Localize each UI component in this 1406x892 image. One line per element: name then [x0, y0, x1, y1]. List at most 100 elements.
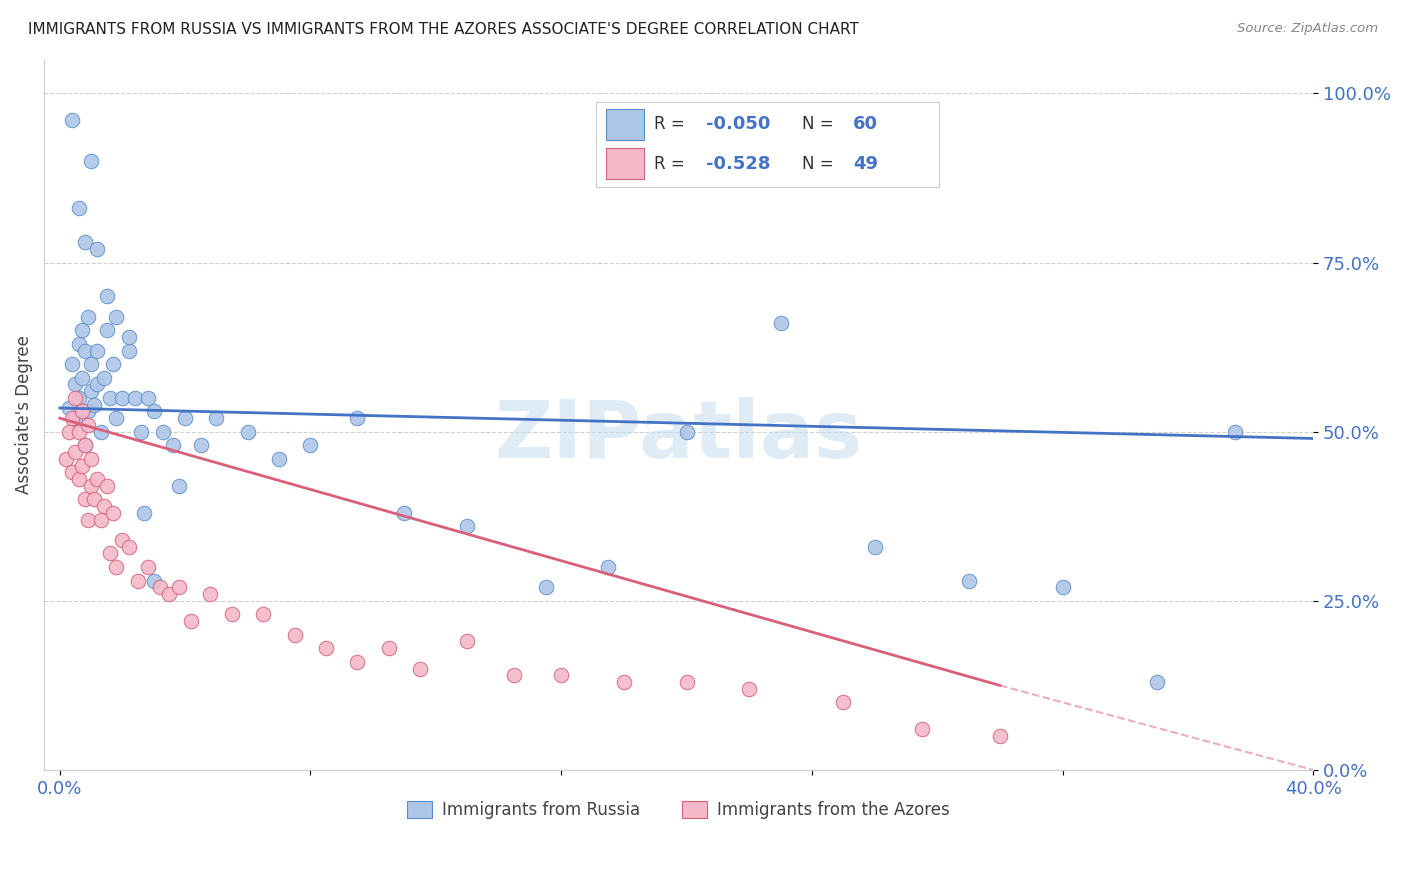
- Point: [613, 675, 636, 690]
- Point: [58, 401, 80, 415]
- Point: [456, 634, 478, 648]
- Point: [769, 317, 792, 331]
- Point: [60, 113, 83, 128]
- Point: [221, 607, 243, 622]
- Point: [80, 357, 103, 371]
- Point: [456, 519, 478, 533]
- Point: [111, 391, 134, 405]
- Point: [65, 391, 87, 405]
- Point: [96, 289, 118, 303]
- Point: [269, 451, 291, 466]
- Point: [136, 560, 159, 574]
- Point: [70, 370, 93, 384]
- Point: [1052, 580, 1074, 594]
- Point: [675, 675, 697, 690]
- Point: [86, 377, 108, 392]
- Point: [142, 404, 165, 418]
- Point: [93, 370, 115, 384]
- Point: [73, 343, 96, 358]
- Point: [149, 580, 172, 594]
- Point: [80, 384, 103, 398]
- Point: [60, 465, 83, 479]
- Point: [65, 445, 87, 459]
- Point: [152, 425, 174, 439]
- Point: [73, 438, 96, 452]
- Point: [832, 695, 855, 709]
- Point: [89, 425, 111, 439]
- Point: [70, 458, 93, 473]
- Point: [96, 479, 118, 493]
- Point: [96, 323, 118, 337]
- Point: [67, 472, 90, 486]
- Point: [101, 506, 124, 520]
- Point: [159, 587, 181, 601]
- Point: [174, 411, 197, 425]
- Point: [118, 343, 141, 358]
- Point: [73, 438, 96, 452]
- Point: [80, 479, 103, 493]
- Point: [190, 438, 212, 452]
- Point: [73, 235, 96, 250]
- Point: [60, 411, 83, 425]
- Point: [167, 479, 190, 493]
- Point: [65, 411, 87, 425]
- Point: [134, 506, 156, 520]
- Point: [80, 451, 103, 466]
- Text: Source: ZipAtlas.com: Source: ZipAtlas.com: [1237, 22, 1378, 36]
- Point: [80, 154, 103, 169]
- Legend: Immigrants from Russia, Immigrants from the Azores: Immigrants from Russia, Immigrants from …: [401, 794, 956, 826]
- Point: [200, 587, 222, 601]
- Point: [236, 425, 259, 439]
- Point: [299, 438, 322, 452]
- Point: [136, 391, 159, 405]
- Y-axis label: Associate's Degree: Associate's Degree: [15, 335, 32, 494]
- Point: [60, 357, 83, 371]
- Point: [957, 574, 980, 588]
- Point: [503, 668, 526, 682]
- Point: [67, 425, 90, 439]
- Point: [284, 628, 307, 642]
- Point: [67, 336, 90, 351]
- Point: [86, 343, 108, 358]
- Point: [409, 661, 432, 675]
- Point: [315, 641, 337, 656]
- Point: [346, 655, 368, 669]
- Point: [77, 513, 100, 527]
- Point: [129, 425, 152, 439]
- Point: [127, 574, 149, 588]
- Point: [73, 492, 96, 507]
- Point: [77, 404, 100, 418]
- Point: [77, 417, 100, 432]
- Point: [738, 681, 761, 696]
- Point: [70, 323, 93, 337]
- Point: [167, 580, 190, 594]
- Point: [378, 641, 401, 656]
- Point: [93, 499, 115, 513]
- Point: [86, 472, 108, 486]
- Point: [105, 310, 128, 324]
- Point: [70, 404, 93, 418]
- Point: [98, 391, 121, 405]
- Point: [988, 729, 1011, 743]
- Point: [67, 391, 90, 405]
- Point: [534, 580, 557, 594]
- Point: [1146, 675, 1168, 690]
- Point: [180, 614, 202, 628]
- Point: [105, 411, 128, 425]
- Point: [77, 310, 100, 324]
- Point: [205, 411, 228, 425]
- Point: [118, 330, 141, 344]
- Point: [142, 574, 165, 588]
- Text: IMMIGRANTS FROM RUSSIA VS IMMIGRANTS FROM THE AZORES ASSOCIATE'S DEGREE CORRELAT: IMMIGRANTS FROM RUSSIA VS IMMIGRANTS FRO…: [28, 22, 859, 37]
- Text: ZIPatlas: ZIPatlas: [495, 397, 863, 475]
- Point: [86, 242, 108, 256]
- Point: [252, 607, 274, 622]
- Point: [118, 540, 141, 554]
- Point: [111, 533, 134, 547]
- Point: [89, 513, 111, 527]
- Point: [55, 451, 77, 466]
- Point: [124, 391, 146, 405]
- Point: [598, 560, 620, 574]
- Point: [550, 668, 572, 682]
- Point: [67, 202, 90, 216]
